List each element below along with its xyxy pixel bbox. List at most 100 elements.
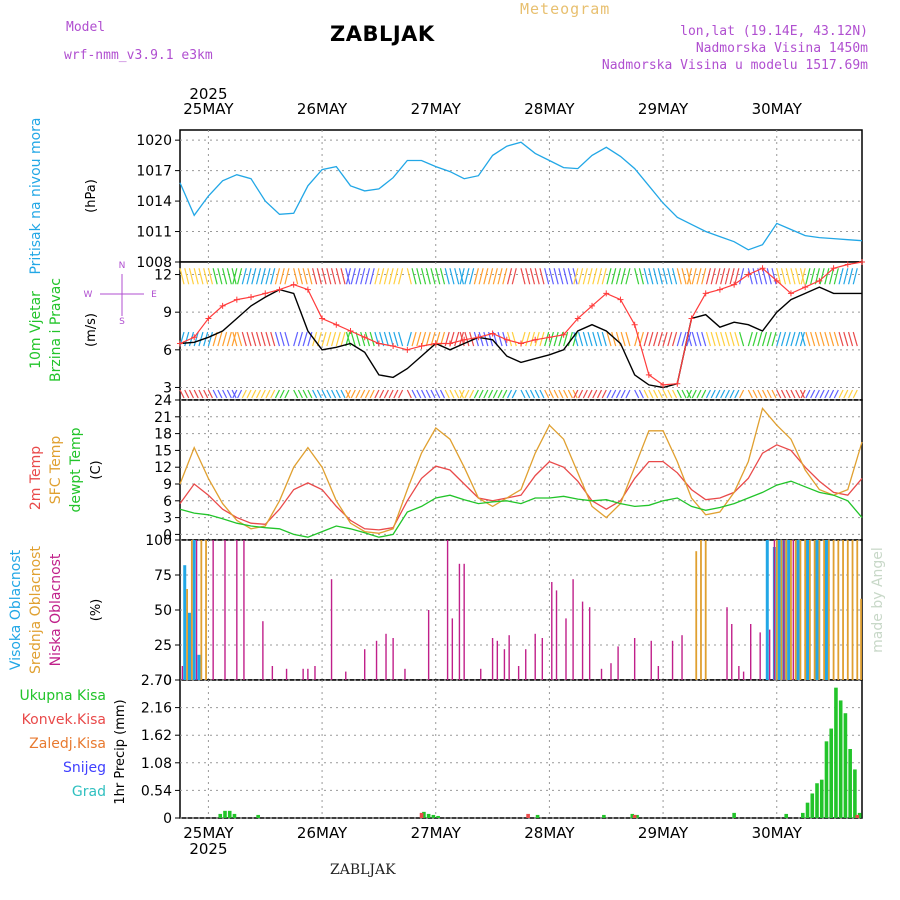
precip-unit: 1hr Precip (mm)	[113, 699, 128, 804]
cloud-bar	[750, 624, 752, 680]
wind-barb	[435, 268, 441, 285]
gust-marker	[475, 334, 482, 341]
wind-barb	[601, 331, 607, 347]
wind-barb	[398, 331, 404, 347]
y-tick-label: 1.08	[141, 756, 172, 772]
wind-barb	[563, 331, 569, 347]
cloud-bar	[790, 540, 792, 680]
wind-barb	[572, 331, 578, 347]
precip-series-1	[419, 812, 860, 818]
wind-barb	[620, 389, 626, 399]
wind-barb	[734, 389, 740, 399]
wind-barb	[478, 268, 484, 285]
model-label: Model	[66, 20, 106, 35]
wind-barb	[701, 331, 707, 347]
gust-marker	[631, 321, 638, 328]
wind-barb	[340, 389, 346, 399]
wind-barb	[411, 331, 417, 347]
wind-barb	[265, 389, 271, 399]
wind-barb	[251, 268, 257, 285]
wind-barb	[425, 268, 431, 285]
precip-legend-item: Konvek.Kisa	[22, 712, 106, 728]
wind-barb	[345, 268, 351, 285]
wind-barb	[643, 331, 649, 347]
cloud-bar	[809, 540, 811, 680]
y-tick-label: 0	[163, 811, 172, 827]
cloud-bar	[480, 668, 482, 680]
wind-barb	[321, 268, 327, 285]
wind-barb	[696, 389, 702, 399]
wind-barb	[369, 331, 375, 347]
cloud-bar	[600, 668, 603, 680]
wind-barb	[696, 268, 702, 285]
y-tick-label: 3	[163, 511, 172, 527]
gust-marker	[319, 315, 326, 322]
wind-barb	[771, 389, 777, 399]
wind-barb	[620, 331, 626, 347]
wind-barb	[222, 331, 228, 347]
cloud-bar	[525, 649, 527, 680]
wind-barb	[454, 389, 460, 399]
y-tick-label: 25	[154, 638, 172, 654]
wind-barb	[653, 389, 659, 399]
series-pressure	[179, 141, 863, 251]
wind-barb	[833, 268, 839, 285]
wind-barb	[469, 389, 475, 399]
gust-marker	[532, 336, 539, 343]
panel-frame	[179, 539, 863, 681]
wind-barb	[563, 268, 569, 285]
wind-barb	[207, 331, 213, 347]
wind-barb	[572, 268, 578, 285]
y-tick-label: 3	[163, 380, 172, 396]
wind-barb	[232, 389, 238, 399]
wind-barb	[241, 389, 247, 399]
wind-barb	[430, 389, 436, 399]
cloud-bar	[463, 563, 465, 680]
y-tick-label: 24	[154, 393, 172, 409]
cloud-bar	[650, 640, 652, 680]
cloud-bar	[837, 540, 840, 680]
wind-barb	[819, 389, 825, 399]
wind-barb	[785, 389, 791, 399]
wind-barb	[529, 268, 536, 285]
wind-barb	[212, 268, 218, 285]
wind-barb	[710, 331, 716, 347]
cloud-bar	[856, 540, 859, 680]
wind-barb	[705, 331, 712, 347]
wind-barb	[582, 389, 588, 399]
wind-barb	[217, 389, 223, 399]
cloud-bar	[285, 668, 288, 680]
wind-barb	[506, 268, 513, 285]
precip-bar	[630, 813, 635, 818]
watermark: made by Angel	[870, 547, 886, 653]
wind-barb	[720, 268, 726, 285]
gust-marker	[248, 294, 255, 301]
y-tick-label: 0	[163, 673, 172, 689]
wind-barb	[534, 389, 540, 399]
panel-frame	[179, 129, 863, 263]
gust-marker	[773, 277, 780, 284]
cloud-bar	[517, 666, 520, 680]
wind-barb	[232, 268, 238, 285]
cloud-bar	[187, 612, 191, 680]
wind-barb	[246, 268, 252, 285]
precip-bar	[848, 749, 852, 818]
y-tick-label: 21	[154, 410, 172, 426]
precip-bar	[855, 814, 860, 818]
wind-barb	[558, 268, 564, 285]
y-tick-label: 1.62	[141, 728, 172, 744]
wind-barb	[691, 389, 697, 399]
wind-barb	[369, 268, 375, 285]
wind-barb	[236, 268, 243, 285]
gust-marker	[219, 302, 226, 309]
cloud-bar	[508, 635, 510, 680]
wind-barb	[425, 331, 431, 347]
wind-barb	[648, 268, 654, 285]
wind-barb	[780, 268, 787, 285]
cloud-bar	[451, 618, 454, 680]
wind-barb	[297, 268, 303, 285]
wind-barb	[492, 389, 498, 399]
wind-barb	[416, 331, 422, 347]
wind-barb	[800, 389, 806, 399]
wind-barb	[425, 389, 431, 399]
